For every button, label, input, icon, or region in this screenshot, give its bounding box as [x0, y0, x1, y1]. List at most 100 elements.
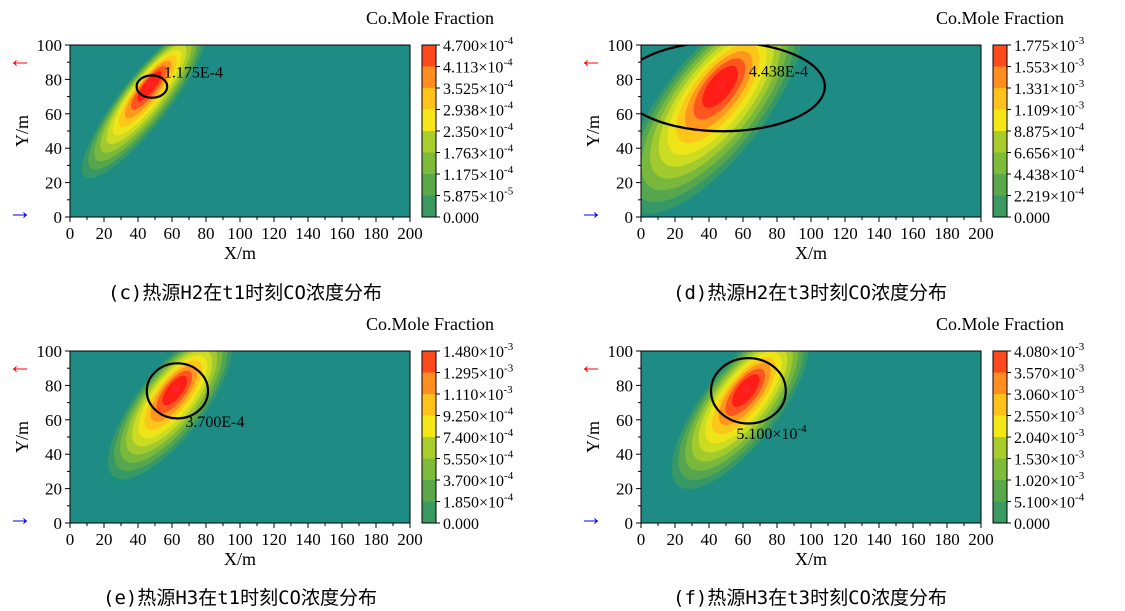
colorbar-tick-label: 1.480×10-3	[443, 341, 514, 361]
colorbar-segment	[422, 195, 436, 218]
colorbar-tick-label: 3.570×10-3	[1014, 363, 1085, 383]
colorbar-tick-label: 0.000	[443, 516, 479, 533]
x-tick-label: 120	[832, 224, 858, 243]
plot-area	[70, 45, 410, 217]
colorbar-segment	[993, 394, 1007, 416]
x-tick-label: 160	[329, 224, 355, 243]
contour-label: 5.100×10-4	[736, 423, 807, 443]
colorbar-segment	[422, 152, 436, 175]
y-tick-label: 40	[616, 445, 633, 464]
x-tick-label: 0	[637, 224, 646, 243]
colorbar-tick-label: 1.331×10-3	[1014, 78, 1085, 98]
colorbar-segment	[422, 66, 436, 89]
colorbar-segment	[993, 109, 1007, 132]
x-tick-label: 180	[934, 224, 960, 243]
y-tick-label: 80	[45, 70, 62, 89]
colorbar-tick-label: 0.000	[443, 210, 479, 227]
y-tick-label: 100	[608, 342, 634, 361]
panel-f: 5.100×10-4 0 20 40 60 80 100 120 140 160 180 200 0 20…	[579, 314, 1085, 609]
colorbar-tick-label: 1.020×10-3	[1014, 470, 1085, 490]
x-tick-label: 60	[164, 530, 181, 549]
colorbar-tick-label: 1.530×10-3	[1014, 449, 1085, 469]
y-axis-label: Y/m	[12, 421, 32, 453]
colorbar-tick-label: 2.938×10-4	[443, 100, 514, 120]
heat-source	[145, 80, 154, 89]
y-tick-label: 40	[45, 139, 62, 158]
x-tick-label: 180	[363, 224, 389, 243]
x-tick-label: 40	[701, 530, 718, 549]
x-tick-label: 100	[227, 530, 253, 549]
contour-line	[145, 362, 210, 420]
colorbar-segment	[993, 195, 1007, 218]
x-tick-label: 0	[66, 224, 75, 243]
x-tick-label: 0	[637, 530, 646, 549]
y-tick-label: 100	[37, 36, 63, 55]
colorbar-segment	[993, 415, 1007, 438]
colorbar-title: Co.Mole Fraction	[366, 314, 494, 334]
colorbar-tick-label: 2.350×10-4	[443, 121, 514, 141]
x-axis-label: X/m	[224, 549, 256, 569]
y-tick-label: 20	[45, 480, 62, 499]
x-tick-label: 20	[96, 530, 113, 549]
colorbar-segment	[993, 174, 1007, 196]
figure-caption: (c)热源H2在t1时刻CO浓度分布	[108, 282, 382, 304]
x-axis-label: X/m	[224, 243, 256, 263]
x-tick-label: 20	[667, 530, 684, 549]
colorbar-segment	[422, 437, 436, 459]
figure-caption: (e)热源H3在t1时刻CO浓度分布	[103, 587, 377, 609]
y-tick-label: 80	[45, 376, 62, 395]
colorbar-tick-label: 1.763×10-4	[443, 143, 514, 163]
y-tick-label: 0	[625, 208, 634, 227]
y-tick-label: 40	[616, 139, 633, 158]
heat-source	[716, 80, 725, 89]
x-tick-label: 140	[295, 224, 321, 243]
outflow-arrow-icon: ←	[579, 353, 603, 379]
inflow-arrow-icon: →	[579, 505, 603, 531]
contour-label: 3.700E-4	[185, 414, 244, 431]
y-tick-label: 40	[45, 445, 62, 464]
x-tick-label: 160	[900, 530, 926, 549]
x-tick-label: 160	[900, 224, 926, 243]
contour-line	[135, 74, 169, 99]
y-axis-label: Y/m	[583, 115, 603, 147]
x-tick-label: 140	[295, 530, 321, 549]
colorbar-tick-label: 5.100×10-4	[1014, 492, 1085, 512]
concentration-field	[641, 45, 811, 217]
colorbar-tick-label: 9.250×10-4	[443, 406, 514, 426]
x-axis-label: X/m	[795, 243, 827, 263]
x-tick-label: 180	[934, 530, 960, 549]
x-tick-label: 40	[130, 224, 147, 243]
y-tick-label: 100	[37, 342, 63, 361]
y-tick-label: 0	[54, 514, 63, 533]
x-tick-label: 200	[397, 224, 423, 243]
panel-d: 4.438E-4 0 20 40 60 80 100 120 140 160 180 200 0 20 40…	[579, 8, 1085, 304]
colorbar-tick-label: 1.850×10-4	[443, 492, 514, 512]
colorbar-tick-label: 3.060×10-3	[1014, 384, 1085, 404]
x-tick-label: 80	[769, 530, 786, 549]
x-tick-label: 80	[769, 224, 786, 243]
colorbar-segment	[993, 437, 1007, 459]
x-tick-label: 160	[329, 530, 355, 549]
colorbar-tick-label: 1.775×10-3	[1014, 35, 1085, 55]
x-tick-label: 200	[968, 530, 994, 549]
colorbar-segment	[422, 131, 436, 153]
y-tick-label: 20	[45, 174, 62, 193]
colorbar-tick-label: 3.700×10-4	[443, 470, 514, 490]
x-tick-label: 120	[261, 224, 287, 243]
colorbar-segment	[422, 45, 436, 67]
outflow-arrow-icon: ←	[8, 47, 32, 73]
colorbar-segment	[993, 152, 1007, 175]
outflow-arrow-icon: ←	[579, 47, 603, 73]
plot-area	[641, 45, 981, 217]
colorbar-tick-label: 2.219×10-4	[1014, 186, 1085, 206]
colorbar-segment	[993, 45, 1007, 67]
colorbar-tick-label: 3.525×10-4	[443, 78, 514, 98]
colorbar-segment	[993, 501, 1007, 524]
colorbar-title: Co.Mole Fraction	[936, 314, 1064, 334]
colorbar-segment	[993, 88, 1007, 110]
colorbar-tick-label: 0.000	[1014, 210, 1050, 227]
colorbar-segment	[993, 372, 1007, 395]
panel-c: 1.175E-4 0 20 40 60 80 100 120 140 160 180 200 0 20 40…	[8, 8, 514, 304]
x-tick-label: 80	[198, 530, 215, 549]
